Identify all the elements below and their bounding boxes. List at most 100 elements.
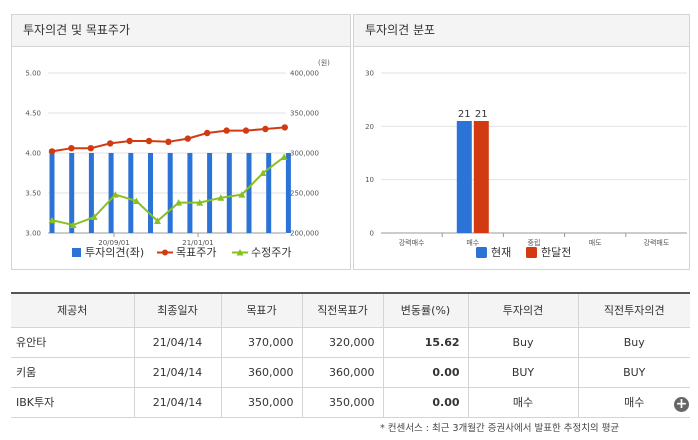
y-tick-label: 30 xyxy=(365,70,374,78)
x-tick-label: 매도 xyxy=(589,239,602,247)
adjusted-price-point xyxy=(154,217,161,224)
y-right-tick-label: 300,000 xyxy=(290,150,319,158)
opinion-bar xyxy=(49,153,55,233)
target-price-point xyxy=(68,145,75,152)
bar-value-label: 21 xyxy=(475,109,488,120)
y-left-tick-label: 3.50 xyxy=(25,190,41,198)
y-left-tick-label: 5.00 xyxy=(25,70,41,78)
x-tick-label: 강력매수 xyxy=(399,238,425,247)
cell-change-rate: 0.00 xyxy=(382,356,469,388)
legend-prev-label: 한달전 xyxy=(541,246,571,259)
legend-adjusted-label: 수정주가 xyxy=(251,246,291,259)
opinion-bar xyxy=(167,153,173,233)
header-target[interactable]: 목표가 xyxy=(220,292,303,328)
opinion-bar xyxy=(246,153,252,233)
y-right-tick-label: 200,000 xyxy=(290,230,319,238)
opinion-bar xyxy=(128,153,134,233)
adjusted-price-point xyxy=(69,221,77,228)
target-price-point xyxy=(126,137,133,145)
cell-date: 21/04/14 xyxy=(133,326,222,358)
cell-provider: IBK투자 xyxy=(11,386,135,418)
cell-prev-target: 350,000 xyxy=(301,386,384,418)
cell-target: 360,000 xyxy=(220,356,303,388)
opinion-target-panel: 투자의견 및 목표주가 5.00 4.50 4.00 3.50 3.00 400,000 3… xyxy=(11,14,351,270)
plus-circle-icon[interactable]: + xyxy=(674,396,689,412)
x-tick-label: 21/01/01 xyxy=(182,239,213,247)
panel-title: 투자의견 및 목표주가 xyxy=(12,15,350,47)
cell-opinion: Buy xyxy=(467,326,579,358)
cell-date: 21/04/14 xyxy=(133,386,222,418)
table-row: 키움 21/04/14 360,000 360,000 0.00 BUY BUY xyxy=(11,356,690,388)
adjusted-price-point xyxy=(238,191,246,198)
target-price-point xyxy=(262,125,269,133)
y-left-tick-label: 4.00 xyxy=(25,150,41,158)
y-right-tick-label: 250,000 xyxy=(290,190,319,198)
table-row: 유안타 21/04/14 370,000 320,000 15.62 Buy B… xyxy=(11,326,690,358)
y-tick-label: 10 xyxy=(365,176,374,184)
adjusted-price-point xyxy=(280,153,288,160)
header-opinion[interactable]: 투자의견 xyxy=(467,292,579,328)
y-right-unit-label: (원) xyxy=(318,58,330,67)
adjusted-price-point xyxy=(111,191,119,198)
target-price-point xyxy=(242,127,250,134)
consensus-table: 제공처 최종일자 목표가 직전목표가 변동률(%) 투자의견 직전투자의견 유안… xyxy=(11,292,690,418)
target-price-point xyxy=(281,124,288,131)
target-price-point xyxy=(223,127,230,134)
y-tick-label: 20 xyxy=(365,123,374,131)
target-price-point xyxy=(165,138,172,145)
legend-current-label: 현재 xyxy=(491,246,511,259)
x-tick-label: 강력매도 xyxy=(644,238,670,247)
target-price-point xyxy=(145,137,153,145)
cell-target: 370,000 xyxy=(220,326,303,358)
opinion-bar xyxy=(285,153,291,233)
cell-opinion: 매수 xyxy=(467,386,579,418)
legend-adjusted-marker xyxy=(236,249,244,256)
legend-target-label: 목표주가 xyxy=(176,246,216,259)
opinion-bar xyxy=(226,153,232,233)
cell-change-rate: 0.00 xyxy=(382,386,469,418)
cell-prev-opinion: Buy xyxy=(577,326,690,358)
opinion-bar xyxy=(266,153,272,233)
opinion-bar xyxy=(69,153,75,233)
target-price-point xyxy=(48,148,56,155)
header-prev-opinion[interactable]: 직전투자의견 xyxy=(577,292,690,328)
table-row: IBK투자 21/04/14 350,000 350,000 0.00 매수 매… xyxy=(11,386,690,418)
legend-opinion-swatch xyxy=(72,248,81,257)
target-price-point xyxy=(87,145,95,152)
distribution-bar xyxy=(456,121,472,233)
adjusted-price-point xyxy=(259,169,267,176)
legend-prev-swatch xyxy=(526,247,537,258)
adjusted-price-point xyxy=(175,199,183,206)
header-date[interactable]: 최종일자 xyxy=(133,292,222,328)
bar-value-label: 21 xyxy=(458,109,471,120)
cell-target: 350,000 xyxy=(220,386,303,418)
cell-change-rate: 15.62 xyxy=(382,326,469,358)
y-left-tick-label: 3.00 xyxy=(25,230,41,238)
cell-opinion: BUY xyxy=(467,356,579,388)
cell-date: 21/04/14 xyxy=(133,356,222,388)
header-prev-target[interactable]: 직전목표가 xyxy=(301,292,384,328)
cell-prev-opinion: 매수 xyxy=(577,386,690,418)
adjusted-price-point xyxy=(217,194,225,201)
cell-prev-opinion: BUY xyxy=(577,356,690,388)
legend-opinion-label: 투자의견(좌) xyxy=(85,246,144,259)
opinion-bar xyxy=(108,153,114,233)
header-provider[interactable]: 제공처 xyxy=(11,292,135,328)
x-tick-label: 20/09/01 xyxy=(98,239,129,247)
header-change-rate[interactable]: 변동률(%) xyxy=(382,292,469,328)
y-left-tick-label: 4.50 xyxy=(25,110,41,118)
target-price-point xyxy=(204,129,211,137)
target-price-point xyxy=(107,140,114,147)
adjusted-price-point xyxy=(196,199,204,206)
y-right-tick-label: 350,000 xyxy=(290,110,319,118)
opinion-target-chart: 5.00 4.50 4.00 3.50 3.00 400,000 350,000 300,00… xyxy=(25,58,330,259)
opinion-bar xyxy=(207,153,213,233)
legend-target-marker xyxy=(162,249,168,256)
consensus-footnote: * 컨센서스 : 최근 3개월간 증권사에서 발표한 추정치의 평균 xyxy=(380,423,620,434)
x-tick-label: 매수 xyxy=(466,239,479,247)
opinion-bar xyxy=(187,153,193,233)
table-header-row: 제공처 최종일자 목표가 직전목표가 변동률(%) 투자의견 직전투자의견 xyxy=(11,292,690,328)
legend-current-swatch xyxy=(476,247,487,258)
opinion-bar xyxy=(148,153,153,233)
